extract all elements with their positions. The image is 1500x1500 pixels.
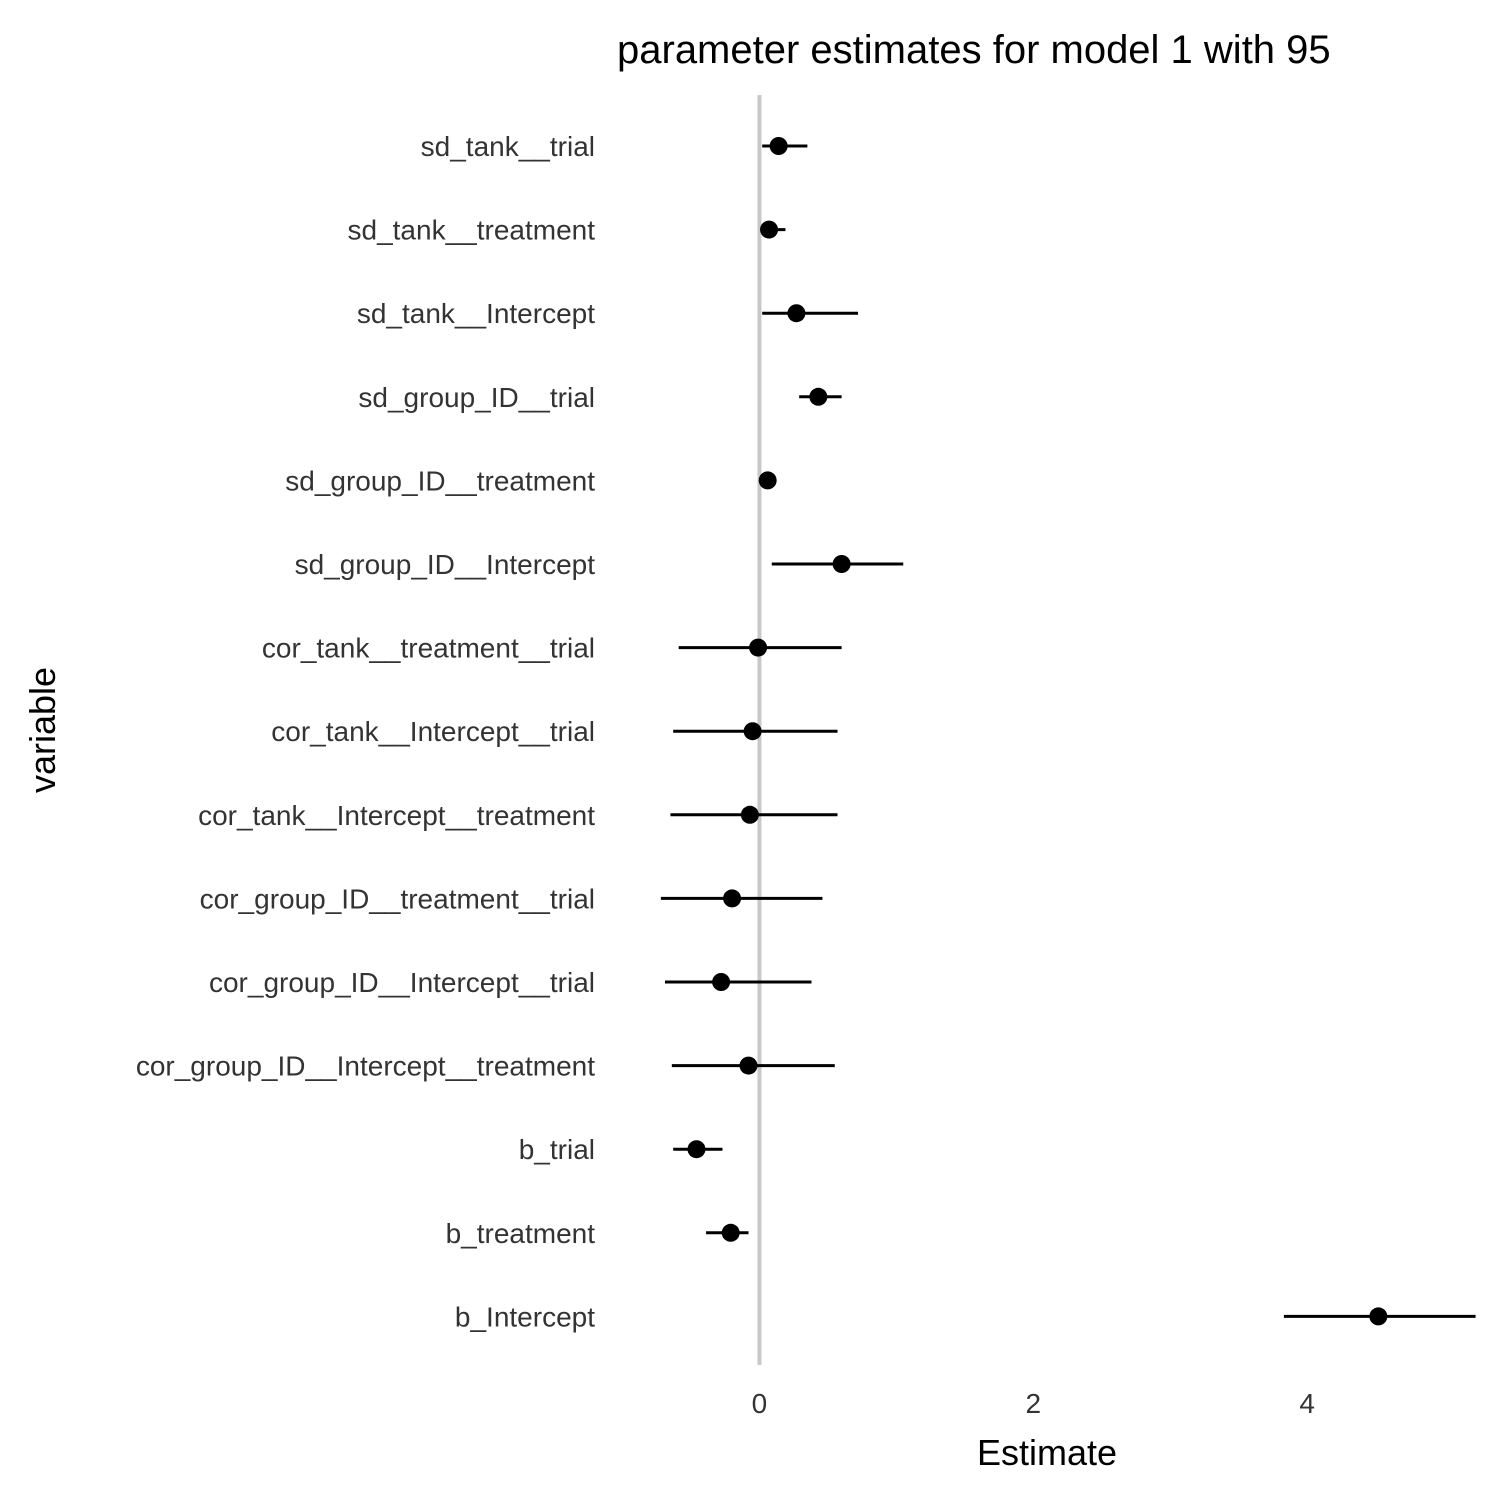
estimate-points	[687, 137, 1388, 1326]
x-tick-label: 4	[1299, 1388, 1315, 1419]
y-tick-label: b_Intercept	[455, 1301, 595, 1332]
y-tick-label: b_treatment	[446, 1218, 596, 1249]
y-axis-title: variable	[22, 667, 63, 793]
y-tick-label: cor_tank__Intercept__treatment	[198, 800, 595, 831]
x-axis-title: Estimate	[977, 1432, 1117, 1473]
estimate-point	[758, 471, 777, 490]
estimate-point	[739, 1056, 758, 1075]
y-tick-label: cor_tank__Intercept__trial	[271, 716, 595, 747]
y-tick-label: sd_tank__treatment	[348, 215, 596, 246]
estimate-point	[769, 137, 788, 155]
estimate-point	[809, 387, 828, 406]
estimate-point	[740, 805, 759, 824]
estimate-point	[832, 555, 851, 573]
x-tick-label: 2	[1026, 1388, 1042, 1419]
estimate-point	[712, 973, 731, 991]
estimate-point	[749, 638, 768, 657]
y-tick-label: sd_tank__trial	[421, 131, 595, 162]
y-tick-label: cor_tank__treatment__trial	[262, 633, 595, 664]
y-tick-label: cor_group_ID__treatment__trial	[200, 883, 595, 914]
chart-title: parameter estimates for model 1 with 95	[617, 28, 1331, 72]
x-axis-tick-labels: 0 2 4	[752, 1388, 1315, 1419]
estimate-point	[743, 722, 762, 741]
y-tick-label: sd_group_ID__Intercept	[295, 549, 596, 580]
y-tick-label: sd_group_ID__trial	[358, 382, 595, 413]
estimate-point	[721, 1223, 740, 1242]
estimate-point	[723, 889, 742, 908]
y-tick-label: sd_group_ID__treatment	[285, 465, 595, 496]
y-tick-label: sd_tank__Intercept	[357, 298, 595, 329]
estimate-point	[760, 220, 779, 239]
y-axis-tick-labels: sd_tank__trial sd_tank__treatment sd_tank_…	[136, 131, 595, 1332]
y-tick-label: cor_group_ID__Intercept__trial	[209, 967, 595, 998]
estimate-point	[687, 1140, 706, 1159]
estimate-point	[1369, 1307, 1388, 1326]
y-tick-label: b_trial	[519, 1134, 595, 1165]
estimate-point	[787, 304, 806, 323]
x-tick-label: 0	[752, 1388, 768, 1419]
y-tick-label: cor_group_ID__Intercept__treatment	[136, 1051, 595, 1082]
